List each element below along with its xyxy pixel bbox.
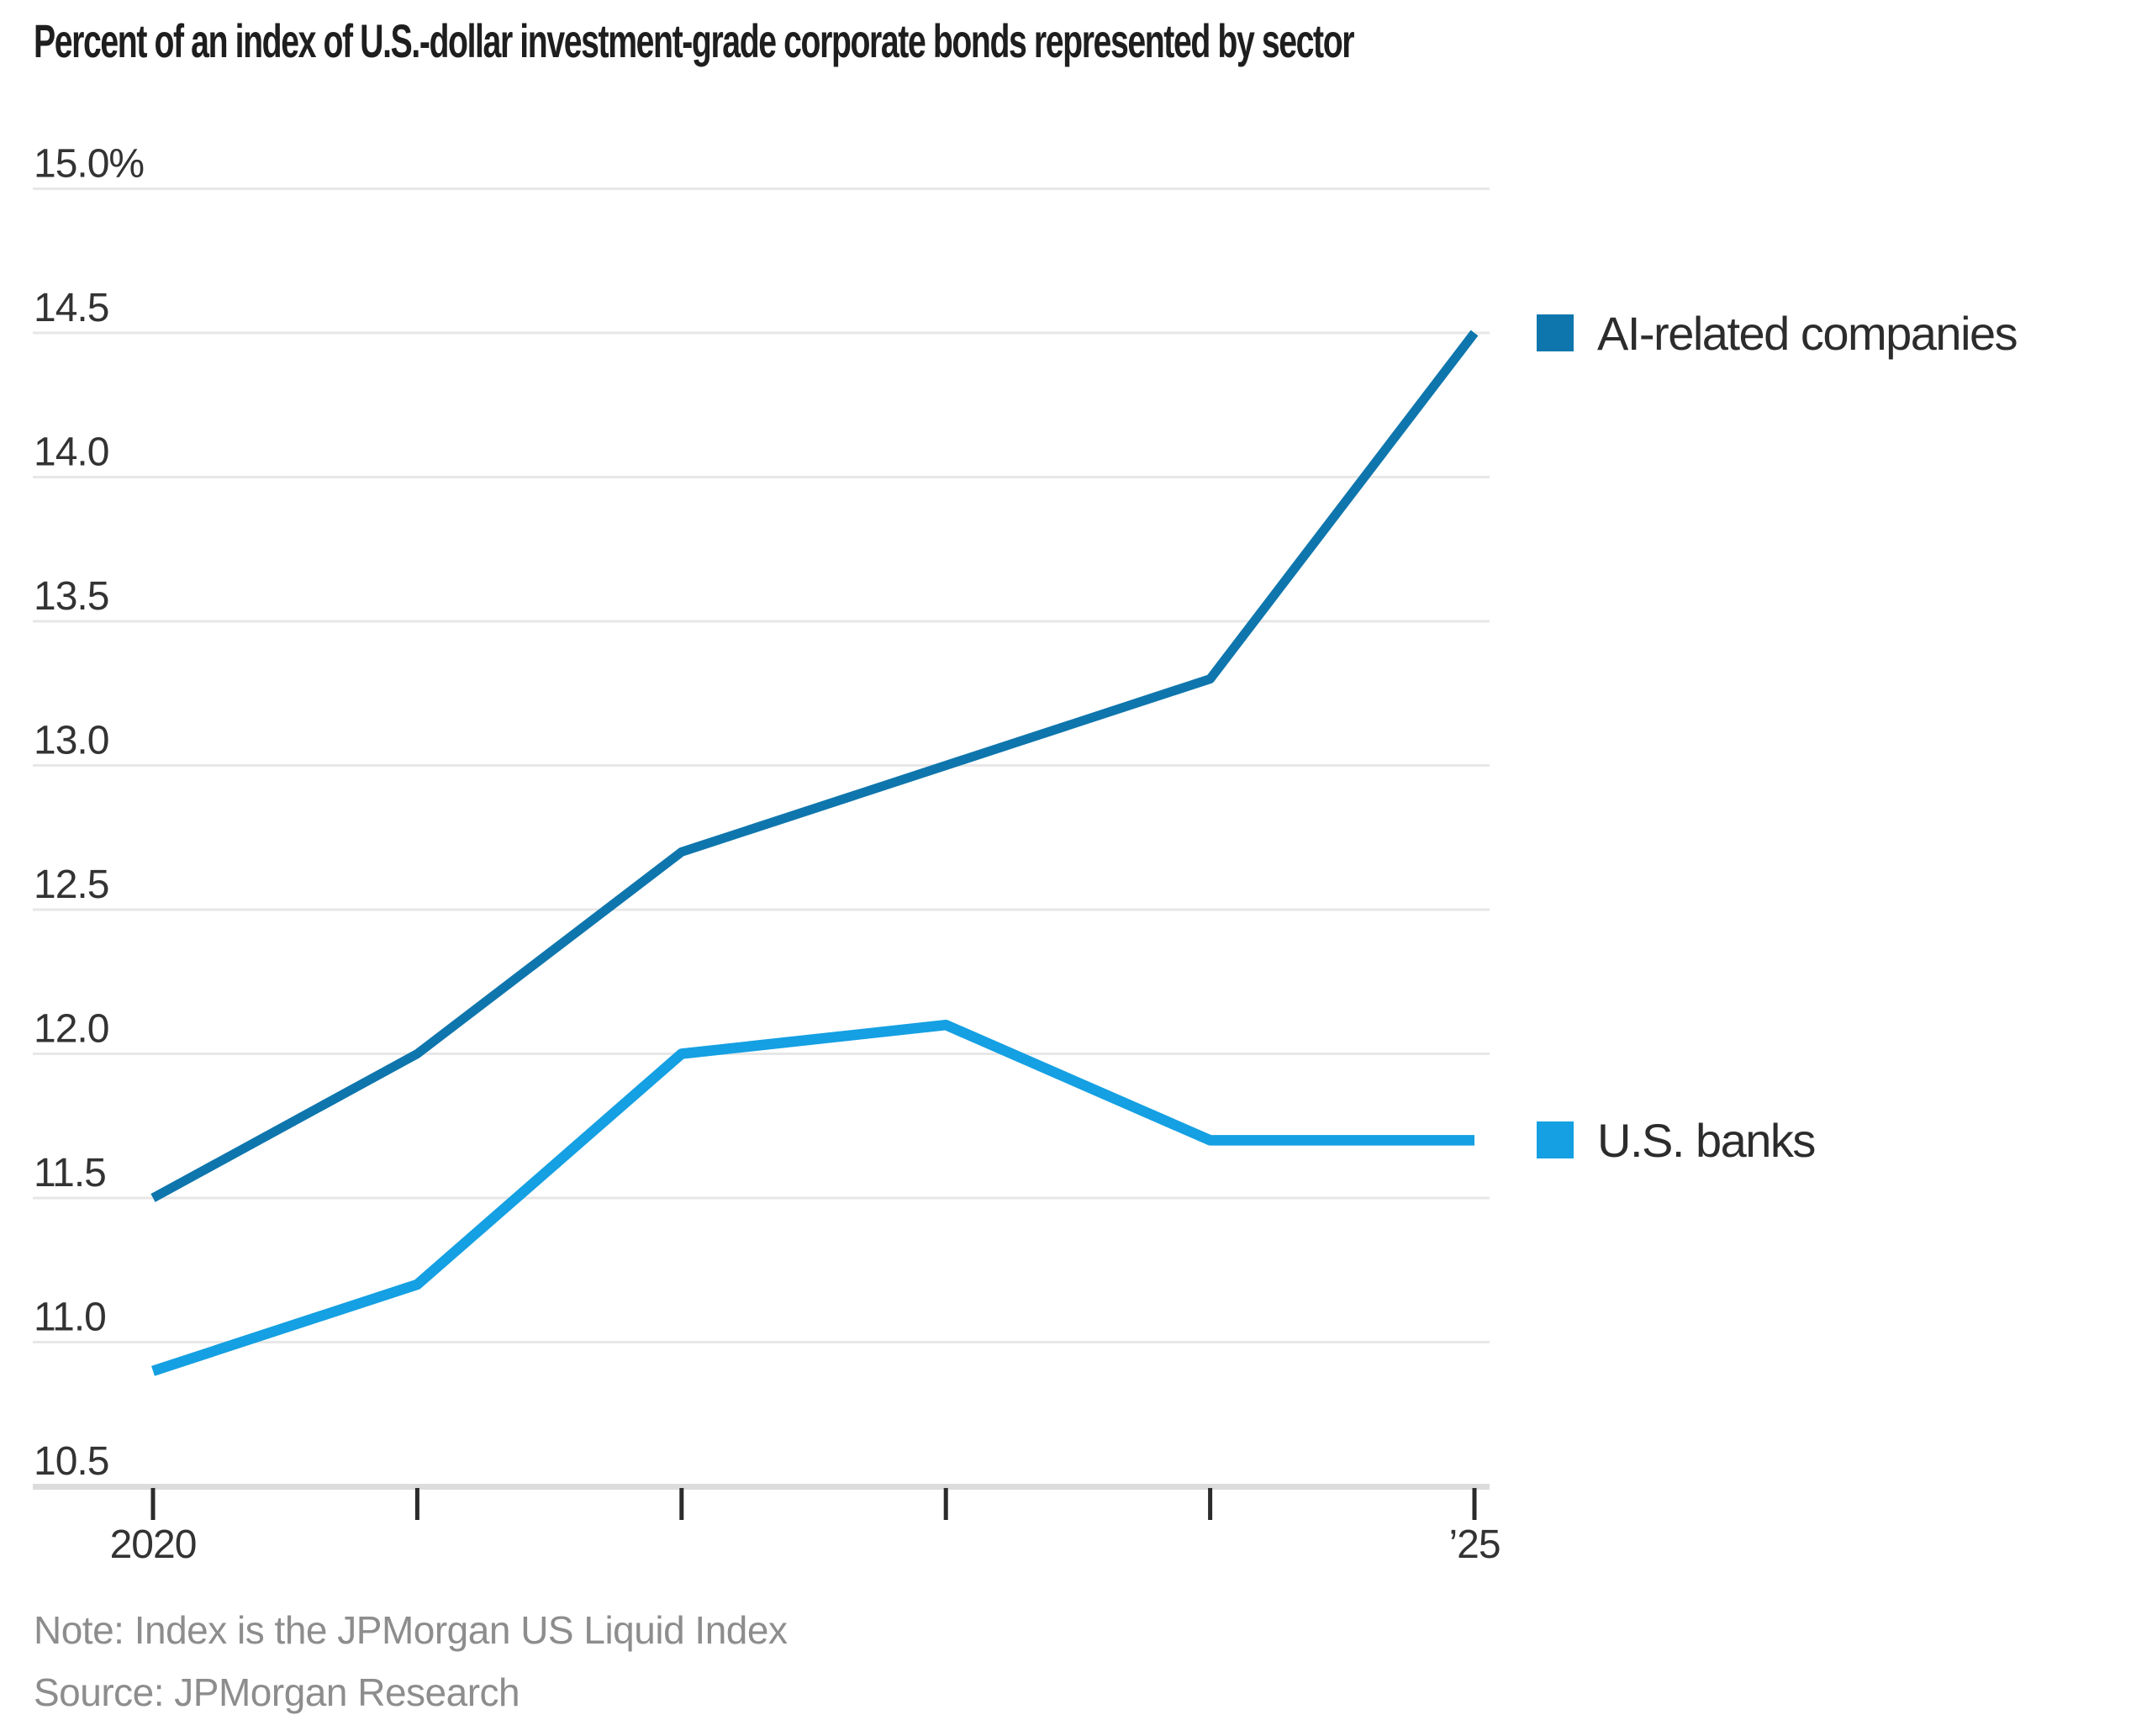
legend-label-ai-related-companies: AI-related companies	[1597, 306, 2018, 360]
y-axis-tick-label: 14.0	[34, 430, 108, 475]
legend-item-us-banks: U.S. banks	[1537, 1113, 1816, 1167]
x-axis-tick-label: ’25	[1448, 1522, 1500, 1567]
y-axis-tick-label: 11.0	[34, 1295, 106, 1340]
gridline	[33, 908, 1490, 911]
x-axis-tick	[1472, 1488, 1477, 1520]
x-axis-tick	[1208, 1488, 1213, 1520]
y-axis-tick-label: 14.5	[34, 286, 108, 330]
gridline	[33, 620, 1490, 623]
legend-item-ai-related-companies: AI-related companies	[1537, 306, 2018, 360]
x-axis-line	[33, 1484, 1490, 1490]
y-axis-tick-label: 13.5	[34, 574, 108, 619]
legend-label-us-banks: U.S. banks	[1597, 1113, 1816, 1167]
gridline	[33, 1196, 1490, 1200]
gridline	[33, 476, 1490, 478]
y-axis-tick-label: 10.5	[34, 1439, 108, 1484]
x-axis-tick	[414, 1488, 419, 1520]
series-line-ai-related-companies	[150, 330, 1479, 1202]
source-line: Source: JPMorgan Research	[34, 1670, 520, 1714]
y-axis-tick-label: 15.0%	[34, 142, 144, 187]
legend-swatch-us-banks	[1537, 1121, 1574, 1159]
series-line-us-banks	[151, 1019, 1474, 1376]
x-axis-tick	[150, 1488, 156, 1520]
x-axis-tick	[943, 1488, 948, 1520]
note-line: Note: Index is the JPMorgan US Liquid In…	[34, 1608, 788, 1652]
gridline	[33, 1053, 1490, 1055]
y-axis-tick-label: 11.5	[34, 1151, 106, 1195]
y-axis-tick-label: 12.0	[34, 1007, 108, 1052]
chart-footnote: Note: Index is the JPMorgan US Liquid In…	[34, 1599, 788, 1723]
legend-swatch-ai-related-companies	[1537, 314, 1574, 351]
x-axis-tick-label: 2020	[110, 1522, 197, 1567]
y-axis-tick-label: 12.5	[34, 863, 108, 907]
gridline	[33, 331, 1490, 335]
gridline	[33, 187, 1490, 190]
y-axis-tick-label: 13.0	[34, 719, 108, 763]
gridline	[33, 1341, 1490, 1343]
chart-title: Percent of an index of U.S.-dollar inves…	[34, 14, 1354, 67]
x-axis-tick	[679, 1488, 684, 1520]
gridline	[33, 764, 1490, 767]
